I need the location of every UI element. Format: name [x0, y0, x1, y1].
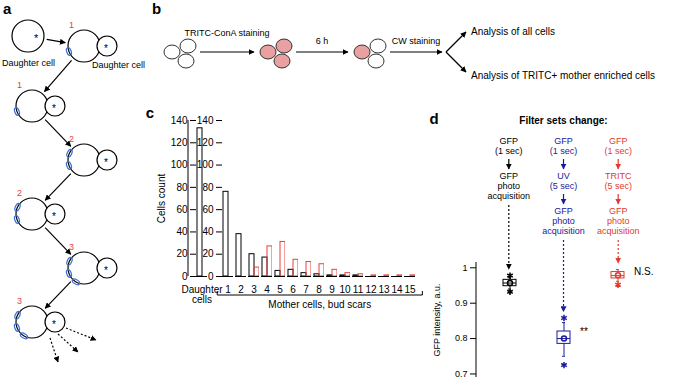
- svg-text:acquisition: acquisition: [597, 226, 640, 236]
- svg-text:60: 60: [202, 204, 214, 215]
- svg-text:Daughter cell: Daughter cell: [92, 60, 145, 70]
- svg-text:acquisition: acquisition: [542, 226, 585, 236]
- svg-text:15: 15: [404, 284, 416, 295]
- svg-text:acquisition: acquisition: [488, 191, 531, 201]
- svg-text:(1 sec): (1 sec): [604, 146, 632, 156]
- svg-text:0.8: 0.8: [455, 333, 468, 343]
- svg-text:1: 1: [69, 20, 74, 30]
- svg-text:Filter sets change:: Filter sets change:: [519, 115, 607, 126]
- svg-text:*: *: [104, 43, 108, 54]
- svg-text:CW staining: CW staining: [392, 36, 441, 46]
- html-text:Daughter: Daughter: [181, 283, 223, 295]
- svg-text:*: *: [104, 265, 108, 276]
- svg-text:120: 120: [197, 137, 214, 148]
- svg-text:**: **: [580, 326, 588, 337]
- svg-text:GFP: GFP: [609, 206, 628, 216]
- svg-text:20: 20: [176, 248, 188, 259]
- svg-text:(1 sec): (1 sec): [495, 146, 523, 156]
- svg-text:*: *: [52, 211, 56, 222]
- svg-text:60: 60: [176, 204, 188, 215]
- svg-text:0.9: 0.9: [455, 298, 468, 308]
- svg-text:GFP: GFP: [554, 136, 573, 146]
- svg-text:d: d: [429, 110, 438, 127]
- svg-text:0: 0: [208, 271, 214, 282]
- svg-text:20: 20: [202, 248, 214, 259]
- svg-text:GFP intensity, a.u.: GFP intensity, a.u.: [432, 283, 442, 356]
- svg-text:*: *: [34, 32, 39, 44]
- svg-text:4: 4: [264, 284, 270, 295]
- svg-text:140: 140: [171, 115, 188, 126]
- svg-text:2: 2: [69, 134, 74, 144]
- svg-text:2: 2: [17, 188, 22, 198]
- svg-text:Cells count: Cells count: [156, 174, 167, 224]
- svg-text:N.S.: N.S.: [634, 266, 653, 277]
- svg-text:*: *: [52, 319, 56, 330]
- svg-text:80: 80: [202, 182, 214, 193]
- svg-text:100: 100: [171, 159, 188, 170]
- svg-text:6 h: 6 h: [316, 36, 329, 46]
- svg-text:(5 sec): (5 sec): [550, 181, 578, 191]
- html-text:cells: cells: [192, 293, 212, 305]
- svg-text:12: 12: [365, 284, 377, 295]
- svg-text:UV: UV: [557, 171, 570, 181]
- svg-text:*: *: [52, 103, 56, 114]
- svg-text:1: 1: [225, 284, 231, 295]
- svg-text:40: 40: [202, 226, 214, 237]
- svg-text:2: 2: [238, 284, 244, 295]
- svg-text:3: 3: [69, 242, 74, 252]
- svg-text:40: 40: [176, 226, 188, 237]
- svg-text:(1 sec): (1 sec): [550, 146, 578, 156]
- svg-text:c: c: [146, 104, 154, 121]
- svg-text:TRITC-ConA staining: TRITC-ConA staining: [184, 28, 269, 38]
- svg-text:3: 3: [251, 284, 257, 295]
- svg-text:photo: photo: [498, 181, 521, 191]
- svg-text:140: 140: [197, 115, 214, 126]
- svg-text:6: 6: [290, 284, 296, 295]
- svg-text:14: 14: [391, 284, 403, 295]
- svg-text:1: 1: [17, 80, 22, 90]
- svg-text:9: 9: [329, 284, 335, 295]
- svg-text:Daughter cell: Daughter cell: [2, 58, 55, 68]
- svg-text:3: 3: [17, 296, 22, 306]
- svg-text:5: 5: [277, 284, 283, 295]
- svg-text:11: 11: [353, 284, 364, 295]
- svg-text:GFP: GFP: [500, 136, 519, 146]
- svg-text:GFP: GFP: [554, 206, 573, 216]
- svg-text:(5 sec): (5 sec): [604, 181, 632, 191]
- svg-text:0.7: 0.7: [455, 369, 468, 379]
- svg-text:10: 10: [339, 284, 351, 295]
- svg-text:GFP: GFP: [500, 171, 519, 181]
- svg-text:80: 80: [176, 182, 188, 193]
- svg-text:Analysis of TRITC+ mother enri: Analysis of TRITC+ mother enriched cells: [471, 70, 655, 81]
- svg-text:*: *: [104, 157, 108, 168]
- svg-text:TRITC: TRITC: [605, 171, 632, 181]
- svg-text:100: 100: [197, 159, 214, 170]
- svg-text:b: b: [152, 0, 161, 17]
- svg-text:a: a: [3, 0, 12, 17]
- svg-text:13: 13: [378, 284, 390, 295]
- svg-text:8: 8: [316, 284, 322, 295]
- svg-text:Analysis of all cells: Analysis of all cells: [471, 26, 555, 37]
- svg-text:120: 120: [171, 137, 188, 148]
- svg-text:7: 7: [303, 284, 309, 295]
- svg-text:0: 0: [182, 271, 188, 282]
- svg-text:photo: photo: [607, 216, 630, 226]
- svg-text:1: 1: [462, 263, 467, 273]
- svg-text:Mother cells, bud scars: Mother cells, bud scars: [268, 299, 371, 310]
- svg-text:photo: photo: [552, 216, 575, 226]
- svg-text:GFP: GFP: [609, 136, 628, 146]
